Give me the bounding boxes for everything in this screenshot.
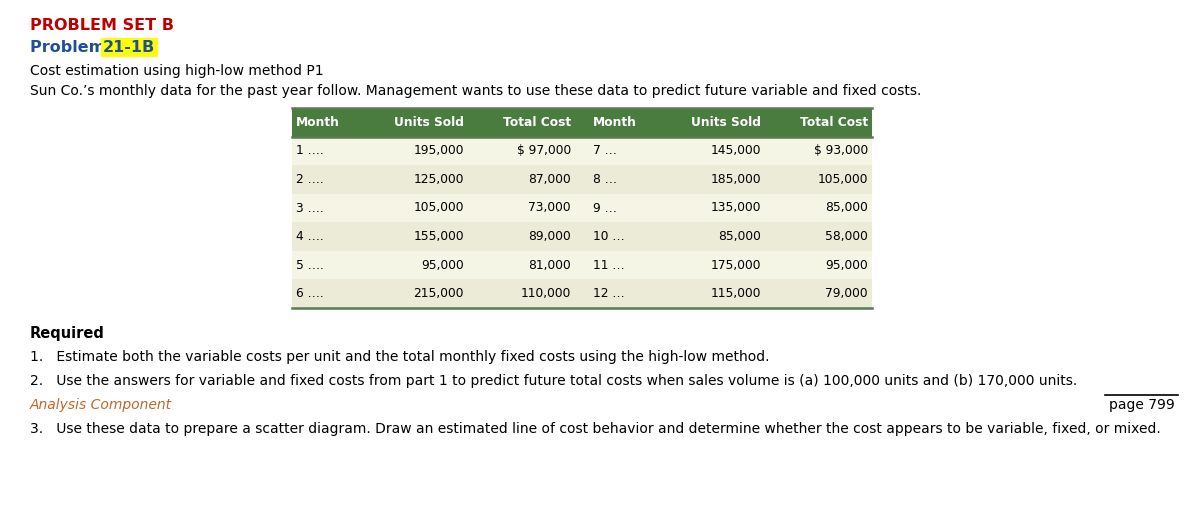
Text: 4 ….: 4 …. [296,230,324,243]
Text: $ 97,000: $ 97,000 [517,144,571,157]
Text: Total Cost: Total Cost [800,116,868,129]
Text: 105,000: 105,000 [817,173,868,186]
Bar [292,136,872,165]
Bar [292,194,872,222]
Text: 87,000: 87,000 [528,173,571,186]
Text: 1 ….: 1 …. [296,144,324,157]
Text: Sun Co.’s monthly data for the past year follow. Management wants to use these d: Sun Co.’s monthly data for the past year… [30,84,922,98]
Text: 5 ….: 5 …. [296,259,324,272]
Text: 11 …: 11 … [593,259,624,272]
Bar [292,279,872,308]
Text: PROBLEM SET B: PROBLEM SET B [30,18,174,33]
Text: 185,000: 185,000 [710,173,761,186]
Text: 89,000: 89,000 [528,230,571,243]
Bar [292,222,872,251]
Text: Units Sold: Units Sold [394,116,464,129]
Text: 145,000: 145,000 [710,144,761,157]
Text: 215,000: 215,000 [414,287,464,300]
Text: 105,000: 105,000 [414,201,464,214]
Text: 115,000: 115,000 [710,287,761,300]
Text: 2.   Use the answers for variable and fixed costs from part 1 to predict future : 2. Use the answers for variable and fixe… [30,374,1078,388]
Text: 135,000: 135,000 [710,201,761,214]
Text: 195,000: 195,000 [414,144,464,157]
Text: 3.   Use these data to prepare a scatter diagram. Draw an estimated line of cost: 3. Use these data to prepare a scatter d… [30,422,1160,436]
Text: 8 …: 8 … [593,173,617,186]
Text: 95,000: 95,000 [421,259,464,272]
Text: Month: Month [296,116,340,129]
Text: Units Sold: Units Sold [691,116,761,129]
Text: 21-1B: 21-1B [103,40,155,55]
Text: 12 …: 12 … [593,287,624,300]
Bar [292,108,872,136]
Text: 1.   Estimate both the variable costs per unit and the total monthly fixed costs: 1. Estimate both the variable costs per … [30,350,769,364]
Text: 10 …: 10 … [593,230,624,243]
Text: 110,000: 110,000 [521,287,571,300]
Text: Cost estimation using high-low method P1: Cost estimation using high-low method P1 [30,64,324,78]
Text: Month: Month [593,116,637,129]
Text: Analysis Component: Analysis Component [30,398,172,412]
Text: 85,000: 85,000 [826,201,868,214]
Text: 7 …: 7 … [593,144,617,157]
Text: 73,000: 73,000 [528,201,571,214]
Text: 3 ….: 3 …. [296,201,324,214]
Text: 95,000: 95,000 [826,259,868,272]
Text: page 799: page 799 [1109,398,1175,412]
Bar [292,165,872,194]
Text: 155,000: 155,000 [414,230,464,243]
Text: 2 ….: 2 …. [296,173,324,186]
Text: 85,000: 85,000 [718,230,761,243]
Text: $ 93,000: $ 93,000 [814,144,868,157]
Text: 58,000: 58,000 [826,230,868,243]
Text: 6 ….: 6 …. [296,287,324,300]
Text: 125,000: 125,000 [414,173,464,186]
Text: Total Cost: Total Cost [503,116,571,129]
Text: Required: Required [30,326,104,341]
Text: 81,000: 81,000 [528,259,571,272]
Text: 175,000: 175,000 [710,259,761,272]
Text: Problem: Problem [30,40,110,55]
Text: 79,000: 79,000 [826,287,868,300]
Bar [292,251,872,279]
Text: 9 …: 9 … [593,201,617,214]
